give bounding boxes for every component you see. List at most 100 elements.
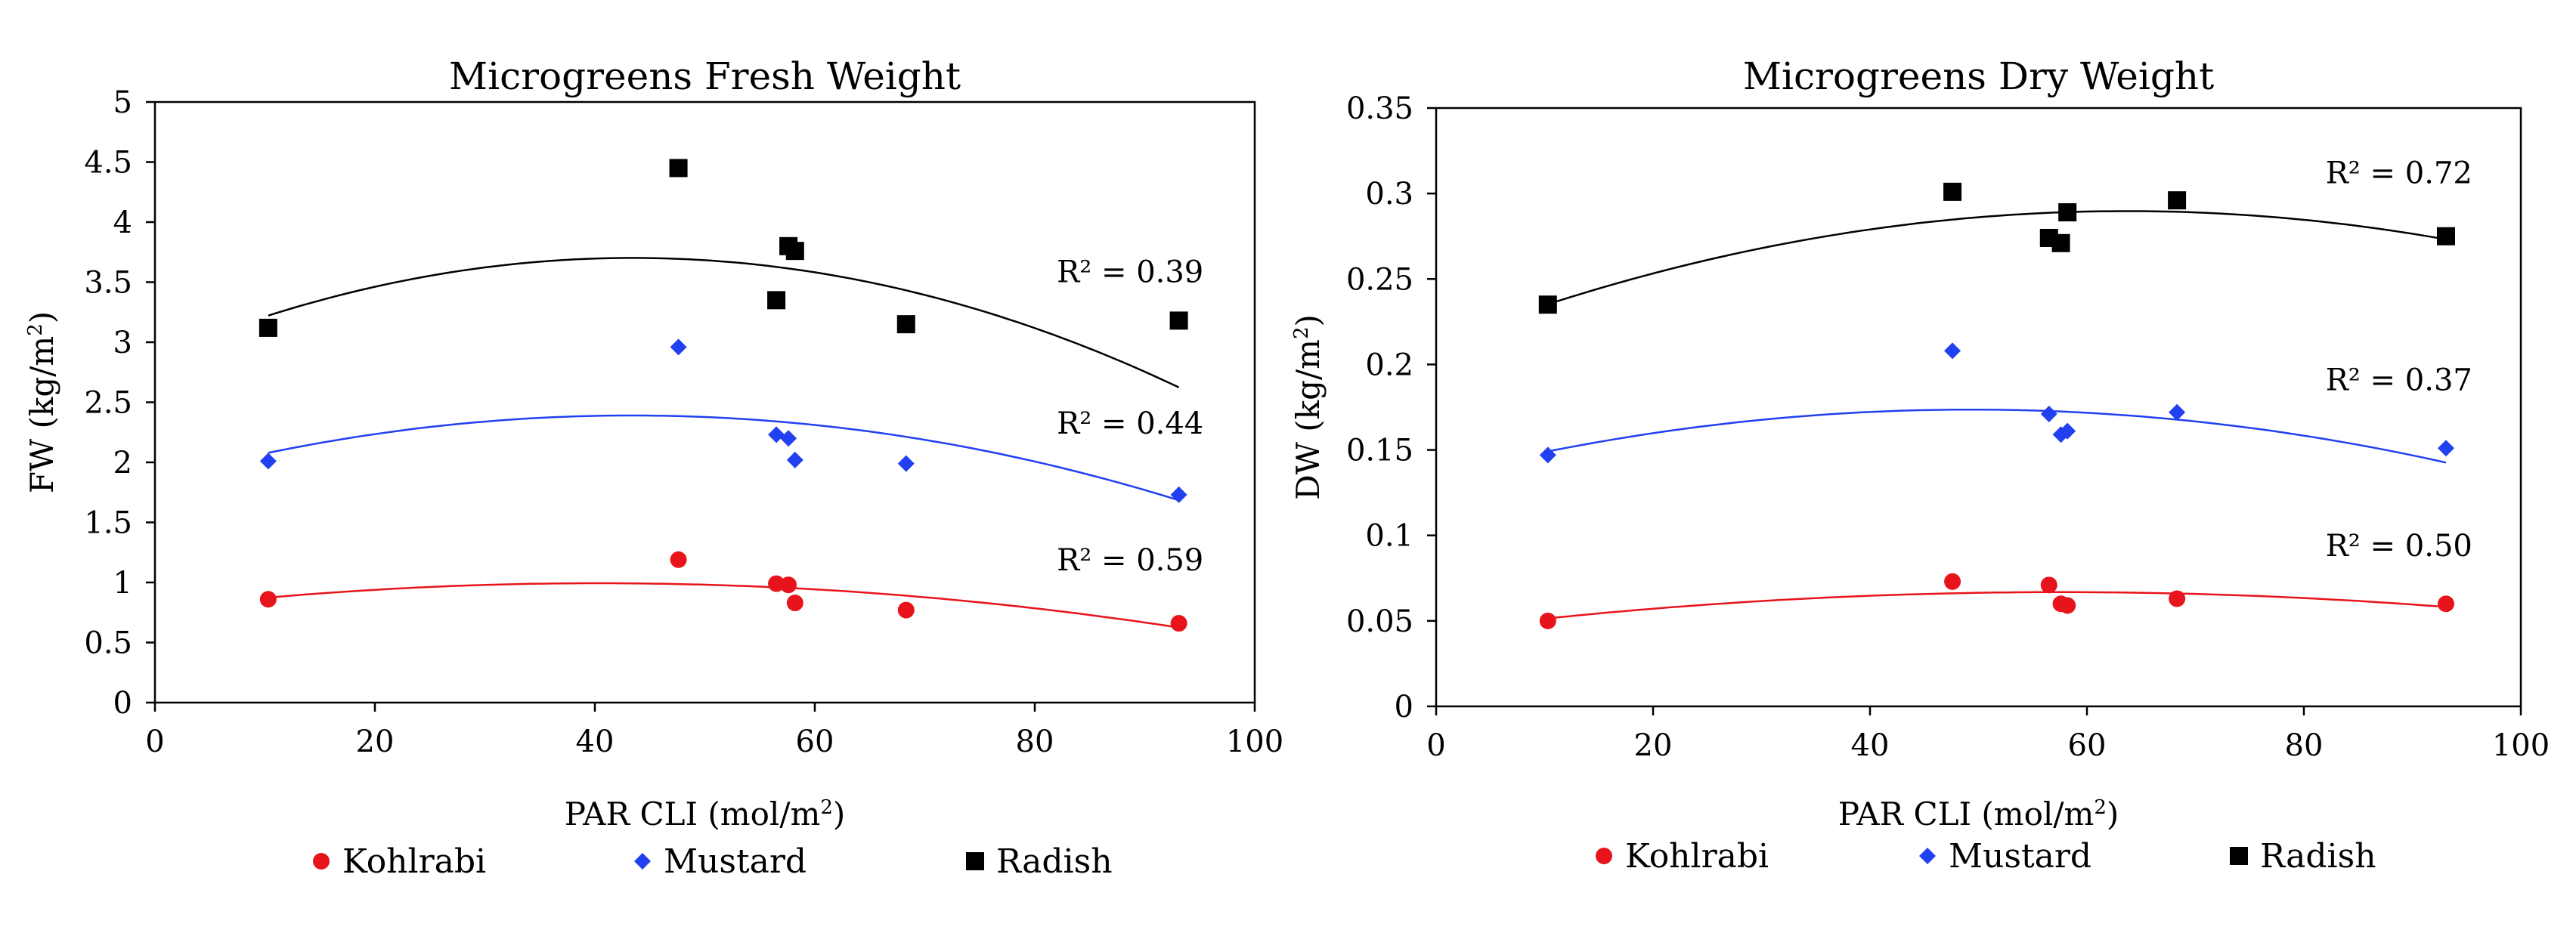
data-point-radish	[669, 159, 688, 178]
data-point-radish	[2051, 233, 2070, 252]
chart-panel-1: Microgreens Fresh Weight 0 20 40 60 80 100 0 0.5…	[23, 54, 1283, 881]
series-radish: R² = 0.72	[1538, 156, 2472, 314]
x-tick-label: 0	[1426, 728, 1445, 763]
y-tick-label: 3	[113, 326, 132, 360]
x-tick-label: 80	[2285, 728, 2324, 763]
data-point-kohlrabi	[768, 575, 785, 592]
trendline-mustard	[1547, 408, 2447, 464]
data-point-radish	[1538, 295, 1557, 314]
data-point-kohlrabi	[2059, 597, 2076, 614]
data-point-mustard	[768, 426, 785, 443]
data-point-kohlrabi	[259, 591, 277, 608]
x-tick-label: 20	[1634, 728, 1673, 763]
y-tick-label: 2	[113, 446, 132, 480]
y-tick-label: 0	[113, 686, 132, 721]
legend-marker-kohlrabi	[1596, 848, 1612, 864]
plot-area	[1435, 107, 2522, 708]
legend-label-mustard: Mustard	[664, 842, 807, 881]
y-tick-label: 0.15	[1346, 434, 1413, 468]
x-tick-label: 40	[1851, 728, 1890, 763]
data-point-radish	[1169, 311, 1188, 330]
x-tick-label: 100	[1226, 724, 1283, 759]
data-point-radish	[785, 242, 804, 261]
data-point-kohlrabi	[1170, 615, 1187, 632]
y-tick-label: 1	[113, 566, 132, 601]
chart-title: Microgreens Dry Weight	[1743, 54, 2214, 98]
y-tick-label: 0.2	[1365, 348, 1413, 382]
data-point-mustard	[2040, 406, 2057, 423]
trendline-kohlrabi	[1547, 591, 2447, 619]
legend-marker-kohlrabi	[313, 853, 330, 870]
y-tick-label: 2.5	[84, 386, 132, 421]
legend-marker-radish	[966, 852, 984, 870]
x-tick-label: 20	[356, 724, 395, 759]
x-axis-label: PAR CLI (mol/m2)	[565, 796, 846, 833]
y-tick-label: 0	[1395, 690, 1413, 724]
r2-label-radish: R² = 0.39	[1057, 255, 1203, 290]
y-axis-label: DW (kg/m2)	[1290, 314, 1327, 500]
data-point-kohlrabi	[2169, 590, 2186, 607]
x-tick-label: 0	[145, 724, 164, 759]
y-tick-label: 0.25	[1346, 262, 1413, 297]
r2-label-kohlrabi: R² = 0.59	[1057, 543, 1203, 578]
legend: Kohlrabi Mustard Radish	[313, 842, 1113, 881]
data-point-mustard	[780, 430, 797, 447]
data-point-kohlrabi	[2437, 595, 2454, 613]
x-tick-label: 40	[576, 724, 615, 759]
series-kohlrabi: R² = 0.50	[1539, 529, 2472, 629]
r2-label-mustard: R² = 0.37	[2326, 363, 2472, 397]
data-point-mustard	[786, 451, 803, 468]
data-point-mustard	[1170, 486, 1187, 503]
trendline-kohlrabi	[268, 582, 1179, 629]
chart-title: Microgreens Fresh Weight	[449, 54, 961, 98]
data-point-radish	[767, 291, 786, 310]
data-point-mustard	[2169, 403, 2186, 421]
y-tick-label: 3.5	[84, 266, 132, 301]
data-point-kohlrabi	[1944, 573, 1961, 590]
data-point-mustard	[670, 338, 687, 356]
y-tick-label: 5	[113, 85, 132, 120]
x-tick-label: 80	[1016, 724, 1054, 759]
legend-label-kohlrabi: Kohlrabi	[1625, 837, 1769, 876]
data-point-mustard	[897, 455, 915, 472]
data-point-radish	[2436, 227, 2455, 246]
data-point-kohlrabi	[780, 576, 797, 594]
series-mustard: R² = 0.37	[1539, 342, 2472, 464]
data-point-radish	[1943, 182, 1962, 201]
r2-label-kohlrabi: R² = 0.50	[2326, 529, 2472, 564]
y-tick-label: 4.5	[84, 146, 132, 181]
y-tick-label: 0.3	[1365, 177, 1413, 212]
series-kohlrabi: R² = 0.59	[259, 543, 1203, 632]
data-point-kohlrabi	[2040, 576, 2057, 594]
x-tick-label: 60	[796, 724, 834, 759]
legend-marker-mustard	[634, 853, 651, 870]
plot-area	[153, 100, 1256, 704]
legend-label-radish: Radish	[2260, 837, 2376, 876]
data-point-radish	[2058, 203, 2077, 222]
data-point-kohlrabi	[786, 595, 803, 612]
data-point-radish	[259, 318, 277, 337]
x-tick-label: 60	[2068, 728, 2107, 763]
data-point-mustard	[2059, 422, 2076, 440]
y-tick-label: 4	[113, 205, 132, 240]
data-point-radish	[2168, 191, 2187, 210]
data-point-kohlrabi	[1539, 612, 1556, 629]
data-point-mustard	[259, 453, 277, 470]
trendline-radish	[268, 257, 1180, 388]
trendline-mustard	[268, 414, 1179, 502]
series-radish: R² = 0.39	[259, 159, 1203, 388]
x-tick-label: 100	[2492, 728, 2550, 763]
legend-marker-radish	[2230, 847, 2248, 865]
y-tick-label: 0.5	[84, 626, 132, 661]
legend-label-radish: Radish	[996, 842, 1113, 881]
x-axis-label: PAR CLI (mol/m2)	[1838, 796, 2119, 833]
y-tick-label: 0.1	[1365, 519, 1413, 554]
chart-panel-2: Microgreens Dry Weight 0 20 40 60 80 100 0 0.05 0…	[1290, 54, 2550, 876]
data-point-kohlrabi	[897, 601, 915, 619]
data-point-mustard	[1539, 446, 1556, 464]
legend: Kohlrabi Mustard Radish	[1596, 837, 2376, 876]
y-tick-label: 1.5	[84, 506, 132, 541]
y-axis-label: FW (kg/m2)	[23, 311, 60, 493]
series-mustard: R² = 0.44	[259, 338, 1203, 503]
